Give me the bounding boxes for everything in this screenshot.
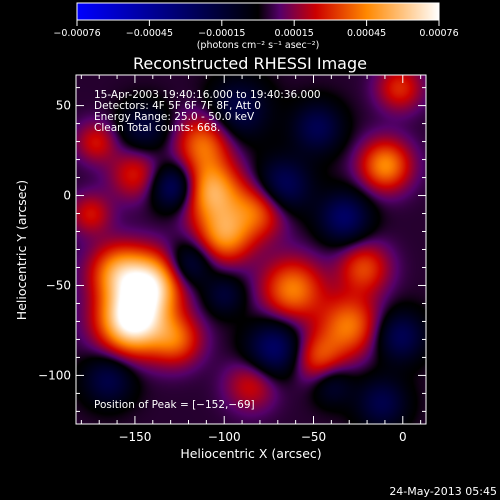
- y-tick-label: 0: [63, 189, 71, 203]
- annotation-energy: Energy Range: 25.0 - 50.0 keV: [94, 111, 255, 123]
- colorbar-gradient: [76, 2, 440, 21]
- colorbar: −0.00076 −0.00045 −0.00015 0.00015 0.00045 0.…: [53, 2, 459, 51]
- colorbar-unit-label: (photons cm⁻² s⁻¹ asec⁻²): [197, 40, 320, 51]
- x-axis-label: Heliocentric X (arcsec): [180, 446, 321, 461]
- y-axis-ticks: 50 0 −50 −100: [38, 87, 426, 412]
- colorbar-tick-label: −0.00015: [198, 28, 245, 39]
- chart-title: Reconstructed RHESSI Image: [133, 54, 367, 73]
- x-tick-label: −50: [301, 430, 326, 444]
- x-tick-label: 0: [399, 430, 407, 444]
- y-tick-label: −50: [46, 278, 71, 292]
- colorbar-ticks: −0.00076 −0.00045 −0.00015 0.00015 0.00045 0.…: [53, 20, 459, 39]
- annotations: 15-Apr-2003 19:40:16.000 to 19:40:36.000…: [94, 89, 321, 411]
- annotation-peak: Position of Peak = [−152,−69]: [94, 399, 255, 411]
- colorbar-tick-label: 0.00015: [275, 28, 314, 39]
- y-tick-label: 50: [56, 99, 71, 113]
- y-axis-label: Heliocentric Y (arcsec): [14, 180, 29, 320]
- colorbar-tick-label: 0.00045: [347, 28, 386, 39]
- annotation-clean: Clean Total counts: 668.: [94, 122, 220, 134]
- x-tick-label: −100: [208, 430, 241, 444]
- colorbar-tick-label: 0.00076: [419, 28, 458, 39]
- footer-timestamp: 24-May-2013 05:45: [389, 485, 497, 498]
- annotation-detectors: Detectors: 4F 5F 6F 7F 8F, Att 0: [94, 100, 261, 112]
- colorbar-tick-label: −0.00045: [126, 28, 173, 39]
- heatmap-image: [76, 75, 426, 424]
- x-axis-ticks: −150 −100 −50 0: [80, 75, 422, 444]
- annotation-time: 15-Apr-2003 19:40:16.000 to 19:40:36.000: [94, 89, 321, 101]
- x-tick-label: −150: [118, 430, 151, 444]
- colorbar-tick-label: −0.00076: [53, 28, 100, 39]
- y-tick-label: −100: [38, 368, 71, 382]
